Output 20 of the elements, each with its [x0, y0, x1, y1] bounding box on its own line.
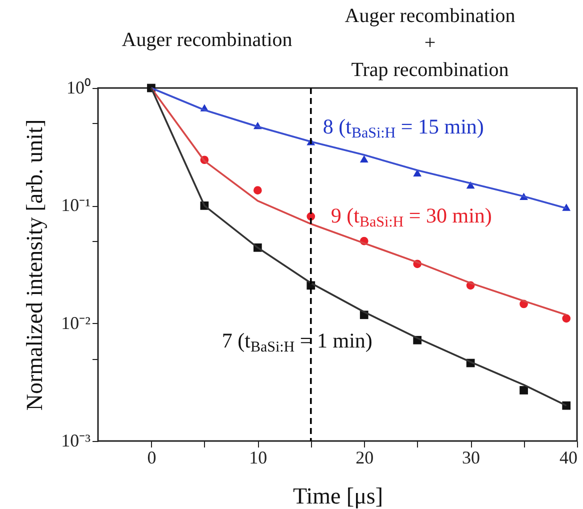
x-tick-label: 20	[356, 448, 374, 468]
y-tick-label: 10⁻²	[61, 312, 90, 333]
x-axis-title: Time [μs]	[292, 484, 384, 508]
x-tick-label: 10	[249, 448, 268, 468]
y-tick-label: 10⁰	[66, 78, 90, 98]
x-tick-label: 40	[560, 448, 578, 468]
y-tick-label: 10⁻¹	[61, 195, 90, 216]
point	[413, 169, 422, 176]
y-axis-title: Normalized intensity [arb. unit]	[22, 119, 48, 411]
text: Auger recombination + Trap recombination	[344, 5, 516, 81]
x-tick-label: 0	[147, 448, 156, 468]
text: Auger recombination	[122, 29, 292, 51]
x-tick-label: 30	[462, 448, 480, 468]
series-label: 8 (t$_{BaSi:H}$ = 15 min)	[322, 114, 484, 142]
y-tick-label: 10⁻³	[61, 430, 92, 450]
point	[253, 186, 262, 195]
point	[520, 386, 528, 394]
point	[562, 314, 571, 323]
series-label: 9 (t$_{BaSi:H}$ = 30 min)	[330, 203, 492, 230]
point	[360, 155, 368, 162]
